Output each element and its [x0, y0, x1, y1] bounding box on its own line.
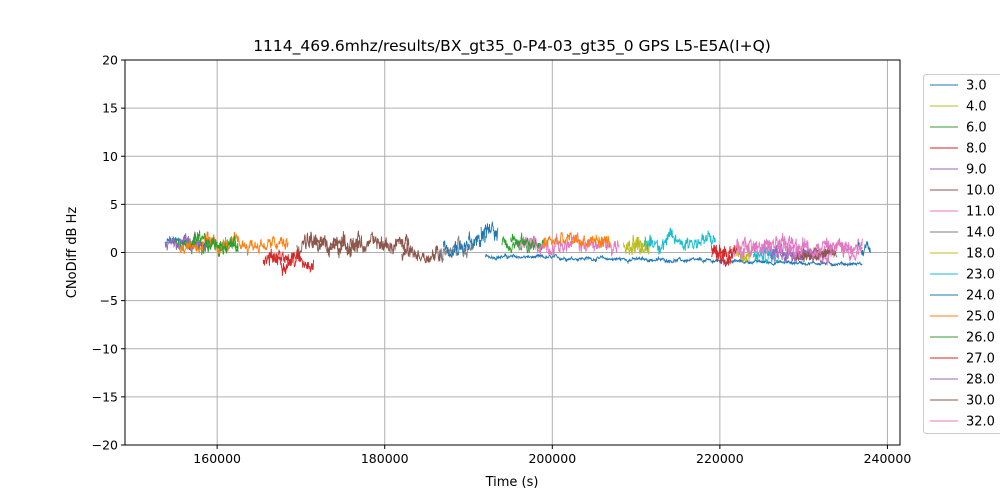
legend-label: 3.0 — [966, 79, 987, 94]
series-line-26-0 — [191, 230, 536, 255]
y-tick-label: 0 — [110, 245, 118, 260]
y-tick-label: 10 — [102, 149, 118, 164]
y-tick-label: −5 — [100, 293, 118, 308]
series-line-18-0 — [627, 236, 654, 256]
series-line-23-0 — [644, 227, 779, 264]
y-axis-label: CNoDiff dB Hz — [65, 207, 80, 299]
chart-title: 1114_469.6mhz/results/BX_gt35_0-P4-03_gt… — [253, 37, 771, 56]
x-tick-label: 220000 — [696, 451, 744, 466]
legend-label: 14.0 — [966, 226, 995, 241]
legend-label: 26.0 — [966, 331, 995, 346]
legend-label: 11.0 — [966, 205, 995, 220]
legend-entries: 3.0 4.0 6.0 8.0 9.0 10.0 11.0 14.0 18.0 23.0 24.0 2… — [930, 79, 995, 430]
y-tick-label: 15 — [102, 101, 118, 116]
legend-label: 27.0 — [966, 352, 995, 367]
y-tick-label: −15 — [92, 389, 118, 404]
ticks: 160000 180000 200000 220000 240000 −20 −15 −10 −… — [92, 53, 912, 467]
legend-label: 18.0 — [966, 247, 995, 262]
series-line-28-0 — [769, 246, 813, 263]
legend-box — [923, 74, 1000, 434]
series-line-27-0 — [267, 244, 738, 267]
y-tick-label: −20 — [92, 438, 118, 453]
legend-label: 24.0 — [966, 289, 995, 304]
legend-label: 25.0 — [966, 310, 995, 325]
series-layer — [164, 221, 872, 276]
legend-label: 32.0 — [966, 415, 995, 430]
legend-label: 4.0 — [966, 100, 987, 115]
y-tick-label: −10 — [92, 341, 118, 356]
legend-label: 6.0 — [966, 121, 987, 136]
series-line-8-0 — [262, 244, 733, 276]
legend-label: 9.0 — [966, 163, 987, 178]
legend-label: 30.0 — [966, 394, 995, 409]
x-tick-label: 200000 — [528, 451, 576, 466]
x-tick-label: 160000 — [193, 451, 241, 466]
x-tick-label: 180000 — [361, 451, 409, 466]
legend-label: 10.0 — [966, 184, 995, 199]
legend-label: 23.0 — [966, 268, 995, 283]
x-tick-label: 240000 — [864, 451, 912, 466]
x-axis-label: Time (s) — [485, 475, 539, 490]
legend-label: 8.0 — [966, 142, 987, 157]
y-tick-label: 20 — [102, 53, 118, 68]
y-tick-label: 5 — [110, 197, 118, 212]
legend-label: 28.0 — [966, 373, 995, 388]
legend: 3.0 4.0 6.0 8.0 9.0 10.0 11.0 14.0 18.0 23.0 24.0 2… — [923, 74, 1000, 434]
series-line-32-0 — [736, 232, 863, 261]
